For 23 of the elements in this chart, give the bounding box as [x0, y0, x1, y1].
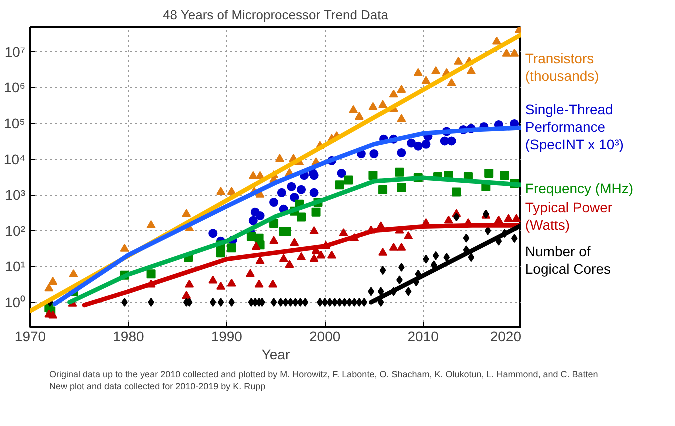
y-tick-label: 10² [5, 222, 26, 239]
y-tick-label: 10³ [5, 187, 26, 204]
x-tick-label: 2020 [490, 328, 522, 344]
text: New plot and data collected for 2010-2019 by K. Rupp [50, 382, 266, 392]
series-label: Typical Power (Watts) [525, 200, 613, 234]
series-label: Number of Logical Cores [525, 244, 612, 278]
y-tick-label: 10⁷ [4, 44, 26, 60]
y-tick-label: 10⁰ [4, 294, 26, 310]
chart-title: 48 Years of Microprocessor Trend Data [163, 8, 390, 22]
series-label: Frequency (MHz) [525, 180, 634, 196]
x-tick-label: 1980 [113, 328, 144, 344]
y-tick-label: 10⁴ [4, 151, 26, 168]
y-tick-label: 10⁵ [4, 115, 26, 132]
x-tick-label: 2000 [310, 328, 341, 344]
text: Original data up to the year 2010 collected and plotted by M. Horowitz, F. Labonte, O. Shacham, K. Olukotun, L. Hammond, and C. Batten [50, 370, 598, 380]
y-tick-label: 10⁶ [4, 80, 26, 96]
x-tick-label: 2010 [408, 328, 440, 344]
series-label: Single-Thread Performance (SpecINT x 10³) [525, 102, 624, 153]
series-label: Transistors (thousands) [525, 50, 600, 84]
x-axis-title: Year [262, 346, 290, 362]
y-tick-label: 10¹ [5, 258, 26, 275]
x-tick-label: 1990 [211, 328, 243, 344]
x-tick-label: 1970 [14, 328, 46, 344]
